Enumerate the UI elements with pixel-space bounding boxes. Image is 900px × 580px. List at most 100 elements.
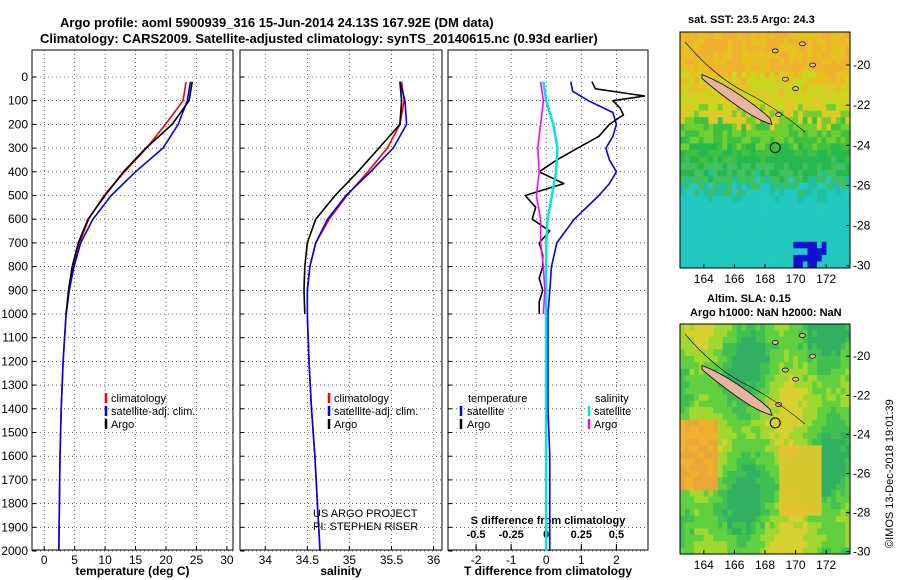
map-cell xyxy=(689,38,695,46)
map-cell xyxy=(788,261,794,269)
map-cell xyxy=(736,407,742,414)
map-cell xyxy=(698,261,705,269)
map-cell xyxy=(807,215,813,223)
map-cell xyxy=(750,515,757,523)
map-cell xyxy=(779,470,785,478)
map-cell xyxy=(713,235,719,243)
map-cell xyxy=(684,387,690,395)
map-cell xyxy=(731,195,738,203)
map-cell xyxy=(779,254,785,262)
map-cell xyxy=(722,432,728,440)
map-cell xyxy=(741,58,747,66)
map-cell xyxy=(703,509,709,517)
map-cell xyxy=(774,515,780,523)
map-cell xyxy=(845,241,851,249)
map-cell xyxy=(731,77,738,85)
map-cell xyxy=(798,432,804,440)
map-cell xyxy=(835,241,842,249)
map-cell xyxy=(722,407,728,414)
map-cell xyxy=(788,324,794,331)
map-cell xyxy=(713,104,719,112)
map-cell xyxy=(750,477,757,485)
map-cell xyxy=(717,189,723,197)
map-cell xyxy=(708,419,714,427)
map-cell xyxy=(798,241,804,249)
map-cell xyxy=(831,215,837,223)
map-cell xyxy=(769,136,775,144)
map-cell xyxy=(831,426,837,434)
map-cell xyxy=(835,254,842,262)
map-cell xyxy=(788,123,794,131)
map-cell xyxy=(703,163,709,171)
map-cell xyxy=(684,97,690,105)
map-cell xyxy=(826,248,832,256)
map-cell xyxy=(802,248,808,256)
map-cell xyxy=(826,84,832,92)
map-cell xyxy=(713,541,719,549)
map-cell xyxy=(765,439,771,446)
map-cell xyxy=(798,324,804,331)
map-cell xyxy=(703,349,709,357)
map-cell xyxy=(750,522,757,529)
map-cell xyxy=(779,502,785,510)
map-cell xyxy=(703,483,709,491)
map-cell xyxy=(807,522,813,529)
map-cell xyxy=(831,368,837,376)
map-cell xyxy=(765,541,771,549)
map-cell xyxy=(812,387,818,395)
map-cell xyxy=(731,426,738,434)
map-cell xyxy=(845,123,851,131)
map-cell xyxy=(802,534,808,542)
map-cell xyxy=(698,241,705,249)
map-cell xyxy=(684,343,690,351)
map-cell xyxy=(774,413,780,421)
map-cell xyxy=(680,51,686,59)
map-cell xyxy=(689,215,695,223)
map-cell xyxy=(765,483,771,491)
map-cell xyxy=(765,71,771,79)
map-cell xyxy=(816,375,823,382)
map-cell xyxy=(765,324,771,331)
map-cell xyxy=(684,215,690,223)
map-cell xyxy=(736,182,742,190)
map-cell xyxy=(788,77,794,85)
map-cell xyxy=(680,528,686,536)
map-cell xyxy=(765,336,771,344)
map-cell xyxy=(826,215,832,223)
map-cell xyxy=(826,541,832,549)
map-cell xyxy=(703,91,709,99)
map-cell xyxy=(840,387,846,395)
map-cell xyxy=(835,117,842,125)
map-cell xyxy=(840,195,846,203)
map-cell xyxy=(807,110,813,118)
map-cell xyxy=(812,182,818,190)
map-cell xyxy=(831,235,837,243)
map-cell xyxy=(821,254,827,262)
map-cell xyxy=(816,343,823,351)
map-cell xyxy=(717,195,723,203)
map-cell xyxy=(816,451,823,459)
map-cell xyxy=(694,117,700,125)
x-tick-label: 35 xyxy=(343,553,357,567)
map-cell xyxy=(788,541,794,549)
map-cell xyxy=(835,64,842,72)
map-cell xyxy=(722,330,728,338)
map-cell xyxy=(835,439,842,446)
map-cell xyxy=(812,419,818,427)
map-cell xyxy=(680,413,686,421)
map-cell xyxy=(741,32,747,40)
map-cell xyxy=(760,182,766,190)
sst-map-title: sat. SST: 23.5 Argo: 24.3 xyxy=(688,14,815,26)
map-cell xyxy=(736,130,742,138)
map-cell xyxy=(713,241,719,249)
map-cell xyxy=(798,343,804,351)
map-cell xyxy=(717,324,723,331)
map-cell xyxy=(736,534,742,542)
map-cell xyxy=(835,248,842,256)
map-cell xyxy=(722,413,728,421)
map-cell xyxy=(831,547,837,555)
map-cell xyxy=(831,189,837,197)
map-cell xyxy=(788,241,794,249)
map-cell xyxy=(821,45,827,53)
